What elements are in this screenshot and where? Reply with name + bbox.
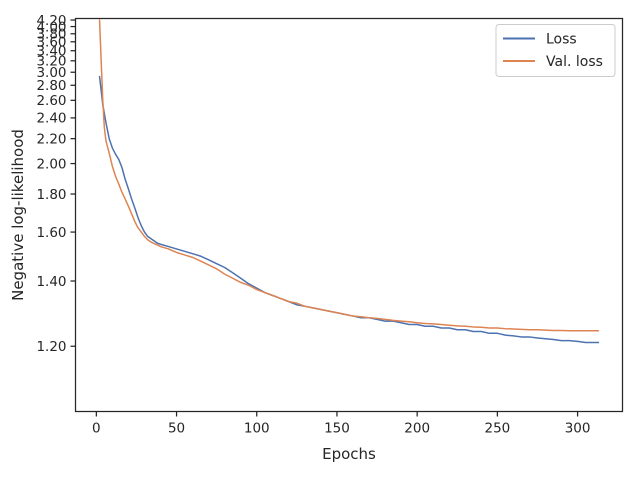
y-tick-label: 3.00 <box>36 65 66 81</box>
x-axis-ticks: 0 50 100 150 200 250 300 <box>92 411 591 437</box>
y-tick-label: 1.40 <box>36 274 66 290</box>
x-tick-label: 50 <box>168 421 185 437</box>
y-tick-label: 4.00 <box>36 19 66 35</box>
x-axis-label: Epochs <box>322 445 376 463</box>
y-tick-label: 1.20 <box>36 339 66 355</box>
x-tick-label: 0 <box>92 421 101 437</box>
y-tick-label: 1.80 <box>36 187 66 203</box>
y-tick-label: 3.20 <box>36 54 66 70</box>
legend-label-loss: Loss <box>546 32 577 48</box>
y-axis-ticks: 1.20 1.40 1.60 1.80 2.00 2.20 2.40 2.602.803.00… <box>36 13 76 355</box>
y-tick-label: 3.40 <box>36 44 66 60</box>
y-tick-label: 2.00 <box>36 156 66 172</box>
y-tick-label: 2.40 <box>36 111 66 127</box>
y-tick-label: 2.20 <box>36 131 66 147</box>
y-tick-label: 3.80 <box>36 27 66 43</box>
y-tick-label: 2.60 <box>36 93 66 109</box>
y-tick-label: 2.80 <box>36 78 66 94</box>
x-tick-label: 200 <box>404 421 430 437</box>
plot-frame <box>74 17 624 413</box>
legend: Loss Val. loss <box>495 24 616 77</box>
y-tick-label: 1.60 <box>36 225 66 241</box>
y-tick-label: 4.20 <box>36 13 66 29</box>
y-axis-label: Negative log-likelihood <box>9 129 27 301</box>
series-layer <box>98 19 600 344</box>
series-line-1 <box>98 19 600 332</box>
y-tick-label: 3.60 <box>36 35 66 51</box>
legend-label-val-loss: Val. loss <box>546 54 603 70</box>
x-tick-label: 300 <box>565 421 591 437</box>
x-tick-label: 250 <box>484 421 510 437</box>
x-tick-label: 100 <box>244 421 270 437</box>
x-tick-label: 150 <box>324 421 350 437</box>
